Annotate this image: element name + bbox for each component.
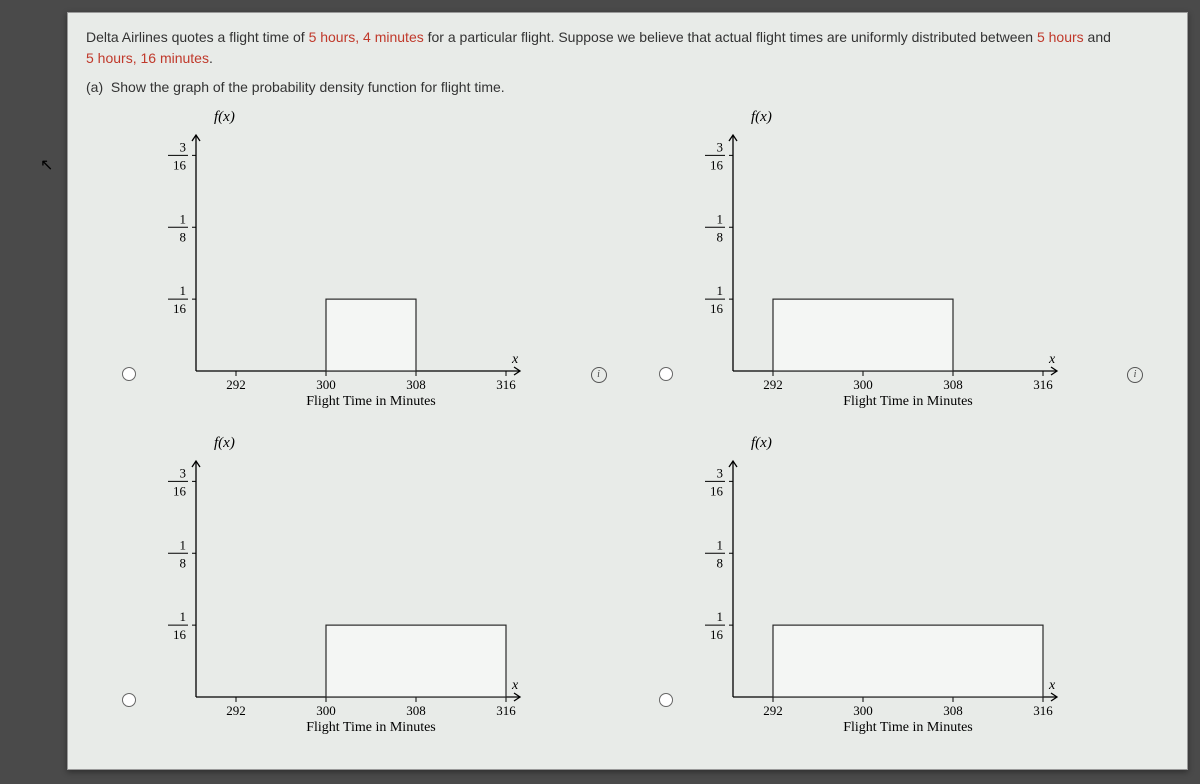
svg-text:1: 1 [716, 609, 723, 624]
svg-text:316: 316 [496, 703, 516, 718]
svg-text:308: 308 [943, 703, 963, 718]
svg-text:1: 1 [180, 609, 187, 624]
svg-text:292: 292 [763, 703, 783, 718]
svg-text:1: 1 [716, 283, 723, 298]
svg-text:16: 16 [710, 483, 724, 498]
svg-text:Flight Time in Minutes: Flight Time in Minutes [306, 394, 436, 409]
info-icon[interactable]: i [591, 367, 607, 383]
svg-text:300: 300 [316, 377, 336, 392]
part-text: Show the graph of the probability densit… [111, 79, 505, 95]
highlight: 5 hours [1037, 29, 1084, 45]
svg-text:16: 16 [173, 483, 187, 498]
svg-text:308: 308 [943, 377, 963, 392]
svg-text:316: 316 [496, 377, 516, 392]
svg-text:1: 1 [716, 211, 723, 226]
svg-text:f(x): f(x) [751, 109, 772, 125]
svg-text:1: 1 [180, 537, 187, 552]
svg-text:3: 3 [716, 465, 723, 480]
svg-text:300: 300 [316, 703, 336, 718]
svg-text:8: 8 [716, 229, 723, 244]
svg-text:300: 300 [853, 703, 873, 718]
text: and [1084, 29, 1111, 45]
svg-text:x: x [1048, 678, 1056, 693]
problem-statement: Delta Airlines quotes a flight time of 5… [86, 27, 1169, 69]
radio-option-A[interactable] [122, 367, 136, 381]
graph-option-B: f(x)31618116292300308316xFlight Time in … [663, 101, 1170, 427]
text: for a particular flight. Suppose we beli… [424, 29, 1037, 45]
svg-text:308: 308 [406, 377, 426, 392]
svg-text:3: 3 [180, 465, 187, 480]
svg-text:Flight Time in Minutes: Flight Time in Minutes [306, 720, 436, 735]
chart-D: f(x)31618116292300308316xFlight Time in … [663, 427, 1103, 747]
chart-B: f(x)31618116292300308316xFlight Time in … [663, 101, 1103, 421]
radio-option-B[interactable] [659, 367, 673, 381]
svg-text:16: 16 [173, 301, 187, 316]
svg-text:Flight Time in Minutes: Flight Time in Minutes [843, 394, 973, 409]
highlight: 5 hours, 16 minutes [86, 50, 209, 66]
svg-text:Flight Time in Minutes: Flight Time in Minutes [843, 720, 973, 735]
svg-text:316: 316 [1033, 703, 1053, 718]
svg-text:x: x [1048, 352, 1056, 367]
svg-text:292: 292 [763, 377, 783, 392]
svg-text:f(x): f(x) [214, 109, 235, 125]
chart-C: f(x)31618116292300308316xFlight Time in … [126, 427, 566, 747]
svg-text:3: 3 [180, 139, 187, 154]
svg-text:308: 308 [406, 703, 426, 718]
svg-text:x: x [511, 352, 519, 367]
svg-text:300: 300 [853, 377, 873, 392]
graph-option-D: f(x)31618116292300308316xFlight Time in … [663, 427, 1170, 753]
svg-text:f(x): f(x) [751, 435, 772, 451]
question-page: Delta Airlines quotes a flight time of 5… [67, 12, 1188, 770]
text: Delta Airlines quotes a flight time of [86, 29, 309, 45]
svg-text:292: 292 [226, 703, 246, 718]
svg-text:8: 8 [180, 555, 187, 570]
chart-A: f(x)31618116292300308316xFlight Time in … [126, 101, 566, 421]
svg-text:16: 16 [710, 157, 724, 172]
svg-text:8: 8 [180, 229, 187, 244]
mouse-cursor: ↖ [40, 155, 53, 175]
text: . [209, 50, 213, 66]
svg-text:16: 16 [710, 627, 724, 642]
svg-text:16: 16 [710, 301, 724, 316]
highlight: 5 hours, 4 minutes [309, 29, 424, 45]
svg-text:1: 1 [716, 537, 723, 552]
svg-text:316: 316 [1033, 377, 1053, 392]
graph-option-C: f(x)31618116292300308316xFlight Time in … [126, 427, 633, 753]
svg-text:8: 8 [716, 555, 723, 570]
svg-text:1: 1 [180, 211, 187, 226]
radio-option-C[interactable] [122, 693, 136, 707]
svg-text:f(x): f(x) [214, 435, 235, 451]
svg-text:292: 292 [226, 377, 246, 392]
svg-text:1: 1 [180, 283, 187, 298]
radio-option-D[interactable] [659, 693, 673, 707]
svg-text:16: 16 [173, 157, 187, 172]
graph-option-A: f(x)31618116292300308316xFlight Time in … [126, 101, 633, 427]
svg-text:x: x [511, 678, 519, 693]
svg-text:3: 3 [716, 139, 723, 154]
svg-text:16: 16 [173, 627, 187, 642]
part-label: (a) [86, 79, 103, 95]
sub-question-a: (a) Show the graph of the probability de… [86, 79, 1169, 95]
info-icon[interactable]: i [1127, 367, 1143, 383]
graph-options-grid: f(x)31618116292300308316xFlight Time in … [86, 101, 1169, 753]
